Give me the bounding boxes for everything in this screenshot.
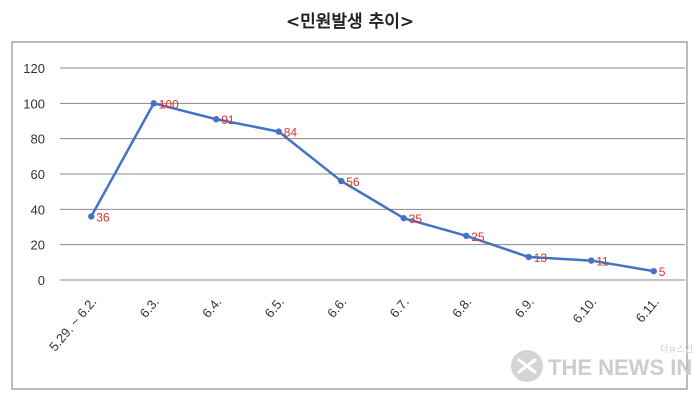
data-point bbox=[275, 128, 282, 135]
y-tick-label: 80 bbox=[31, 132, 45, 147]
data-point bbox=[338, 177, 345, 185]
series-line-layer bbox=[90, 102, 654, 273]
data-label: 13 bbox=[534, 251, 548, 265]
series-points bbox=[88, 100, 657, 275]
news-logo-icon bbox=[511, 350, 543, 382]
data-label: 25 bbox=[471, 230, 485, 244]
y-axis-ticks: 0 20 40 60 80 100 120 bbox=[23, 61, 45, 288]
data-point bbox=[650, 267, 657, 275]
y-tick-label: 100 bbox=[23, 96, 45, 111]
y-tick-label: 0 bbox=[38, 273, 45, 288]
data-label: 36 bbox=[96, 210, 110, 224]
data-labels: 36 100 91 84 56 35 25 13 11 5 bbox=[96, 97, 666, 279]
data-point bbox=[213, 116, 220, 123]
data-label: 91 bbox=[221, 113, 235, 127]
grid-lines bbox=[60, 67, 685, 281]
data-point bbox=[88, 213, 95, 220]
data-label: 100 bbox=[159, 97, 179, 111]
y-tick-label: 120 bbox=[23, 61, 45, 76]
data-point bbox=[400, 214, 407, 222]
data-point bbox=[525, 253, 532, 261]
watermark-small-text: 더뉴스인 bbox=[660, 344, 693, 355]
watermark: THE NEWS IN 더뉴스인 bbox=[511, 344, 693, 382]
y-tick-label: 40 bbox=[31, 202, 45, 217]
chart-frame bbox=[11, 41, 688, 390]
data-point bbox=[588, 257, 595, 264]
data-label: 35 bbox=[409, 212, 423, 226]
series-line bbox=[90, 102, 654, 273]
y-tick-label: 20 bbox=[31, 238, 45, 253]
data-point bbox=[150, 100, 157, 107]
watermark-text: THE NEWS IN bbox=[548, 355, 692, 380]
chart-title: <민원발생 추이> bbox=[286, 12, 414, 32]
data-label: 84 bbox=[284, 126, 298, 140]
y-tick-label: 60 bbox=[31, 167, 45, 182]
data-label: 11 bbox=[596, 255, 609, 269]
data-label: 5 bbox=[659, 265, 666, 279]
data-point bbox=[463, 232, 470, 240]
data-label: 56 bbox=[346, 175, 360, 189]
